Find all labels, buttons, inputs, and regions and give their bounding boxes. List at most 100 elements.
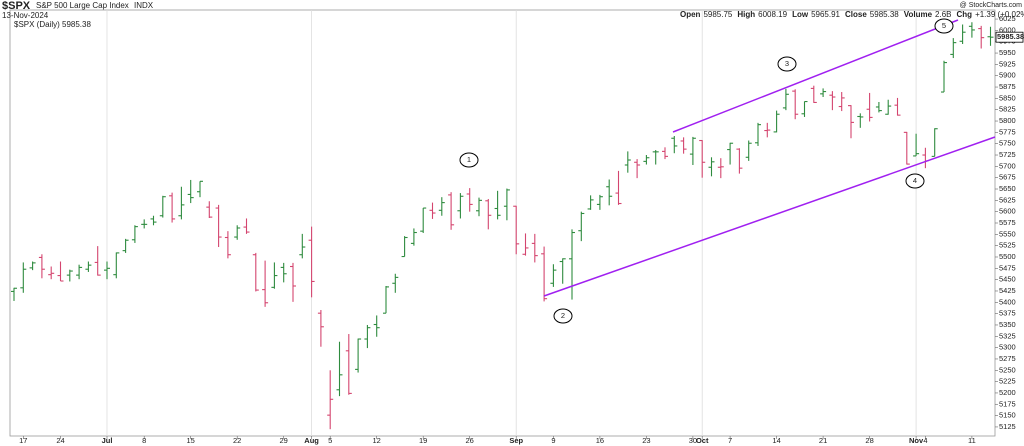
ohlc-bar <box>717 158 724 179</box>
header-key: Open <box>680 10 701 19</box>
ohlc-bar <box>513 205 520 255</box>
x-tick-label: 22 <box>233 436 241 445</box>
y-tick-label: 5350 <box>999 320 1016 329</box>
legend: $SPX (Daily) 5985.38 <box>14 20 91 29</box>
ohlc-bar <box>913 133 920 157</box>
ohlc-bar <box>20 262 27 293</box>
ohlc-bar <box>708 157 715 177</box>
ohlc-bar <box>875 101 882 113</box>
x-tick-label: 26 <box>466 436 474 445</box>
ohlc-bar <box>66 269 73 282</box>
trendline <box>543 136 996 297</box>
ohlc-bar <box>671 135 678 154</box>
exchange: INDX <box>134 1 154 10</box>
x-tick-label: Nov <box>909 436 924 445</box>
x-tick-label: 17 <box>19 436 27 445</box>
y-tick-label: 5850 <box>999 93 1016 102</box>
ohlc-bar <box>931 128 938 157</box>
ohlc-bar <box>559 258 566 284</box>
x-tick-label: Oct <box>696 436 709 445</box>
y-tick-label: 5800 <box>999 116 1016 125</box>
x-tick-label: 11 <box>968 436 976 445</box>
ohlc-bar <box>522 233 529 256</box>
x-tick-label: 7 <box>728 436 732 445</box>
annotation-circle <box>934 18 954 34</box>
ohlc-bar <box>820 88 827 98</box>
x-tick-label: 24 <box>56 436 64 445</box>
ohlc-bar <box>476 197 482 217</box>
ohlc-bar <box>689 136 696 165</box>
ohlc-bar <box>308 226 315 298</box>
header-key: Low <box>792 10 809 19</box>
y-tick-label: 5950 <box>999 48 1016 57</box>
ohlc-bar <box>615 170 622 205</box>
ohlc-bar <box>197 180 203 198</box>
y-tick-label: 5750 <box>999 139 1016 148</box>
ohlc-bar <box>187 179 194 204</box>
y-tick-label: 5150 <box>999 411 1016 420</box>
y-tick-label: 5175 <box>999 399 1016 408</box>
header-value: 2.6B <box>935 10 951 19</box>
index-name: S&P 500 Large Cap Index <box>36 1 129 10</box>
ohlc-bar <box>587 195 594 210</box>
ohlc-bar <box>968 22 975 38</box>
header-key: Volume <box>904 10 933 19</box>
annotation: 4 <box>913 176 917 185</box>
ohlc-bar <box>941 60 947 93</box>
y-tick-label: 6000 <box>999 25 1016 34</box>
ohlc-bar <box>624 151 631 173</box>
ohlc-bar <box>866 92 873 122</box>
y-tick-label: 5600 <box>999 207 1016 216</box>
ohlc-bar <box>652 150 659 165</box>
ohlc-bar <box>494 190 501 220</box>
axes: 5125515051755200522552505275530053255350… <box>19 14 1024 445</box>
last-price-label: 5985.38 <box>997 32 1024 41</box>
ohlc-bar <box>317 310 324 347</box>
ohlc-bar <box>169 192 176 223</box>
ohlc-bar <box>262 260 269 307</box>
x-tick-label: 14 <box>772 436 780 445</box>
y-tick-label: 5400 <box>999 297 1016 306</box>
ohlc-bar <box>150 215 157 226</box>
ohlc-bar <box>634 159 641 179</box>
y-tick-label: 5925 <box>999 59 1016 68</box>
header-value: 5965.91 <box>811 10 840 19</box>
y-tick-label: 5125 <box>999 422 1016 431</box>
x-tick-label: 23 <box>642 436 650 445</box>
ohlc-bar <box>392 273 399 293</box>
annotation-circle <box>459 152 479 168</box>
ohlc-bar <box>782 88 789 111</box>
x-tick-label: 29 <box>280 436 288 445</box>
y-tick-label: 5425 <box>999 286 1016 295</box>
y-tick-label: 5675 <box>999 173 1016 182</box>
bars <box>11 22 994 430</box>
ohlc-bar <box>299 233 306 259</box>
y-tick-label: 5625 <box>999 195 1016 204</box>
header-value: 5985.75 <box>703 10 732 19</box>
ohlc-bar <box>848 105 854 139</box>
x-tick-label: Jul <box>102 436 113 445</box>
ohlc-bar <box>569 229 575 300</box>
y-tick-label: 5550 <box>999 229 1016 238</box>
ohlc-bar <box>271 262 278 289</box>
ohlc-bar <box>503 188 510 221</box>
ohlc-bar <box>159 195 166 218</box>
x-tick-label: 28 <box>865 436 873 445</box>
ohlc-bar <box>541 246 548 302</box>
y-tick-label: 5250 <box>999 365 1016 374</box>
ohlc-bar <box>792 89 799 120</box>
ohlc-bar <box>727 142 734 165</box>
header-value: +1.39 (+0.02%) <box>975 10 1024 19</box>
header-key: Close <box>845 10 867 19</box>
ohlc-header: Open 5985.75 High 6008.19 Low 5965.91 Close 598… <box>680 10 1024 19</box>
last-price-box <box>995 31 1024 43</box>
ohlc-bar <box>662 147 668 160</box>
x-tick-label: 8 <box>142 436 146 445</box>
x-tick-label: 4 <box>923 436 927 445</box>
ohlc-bar <box>131 225 138 243</box>
y-tick-label: 5700 <box>999 161 1016 170</box>
ohlc-bar <box>550 264 557 287</box>
x-tick-label: 5 <box>328 436 332 445</box>
